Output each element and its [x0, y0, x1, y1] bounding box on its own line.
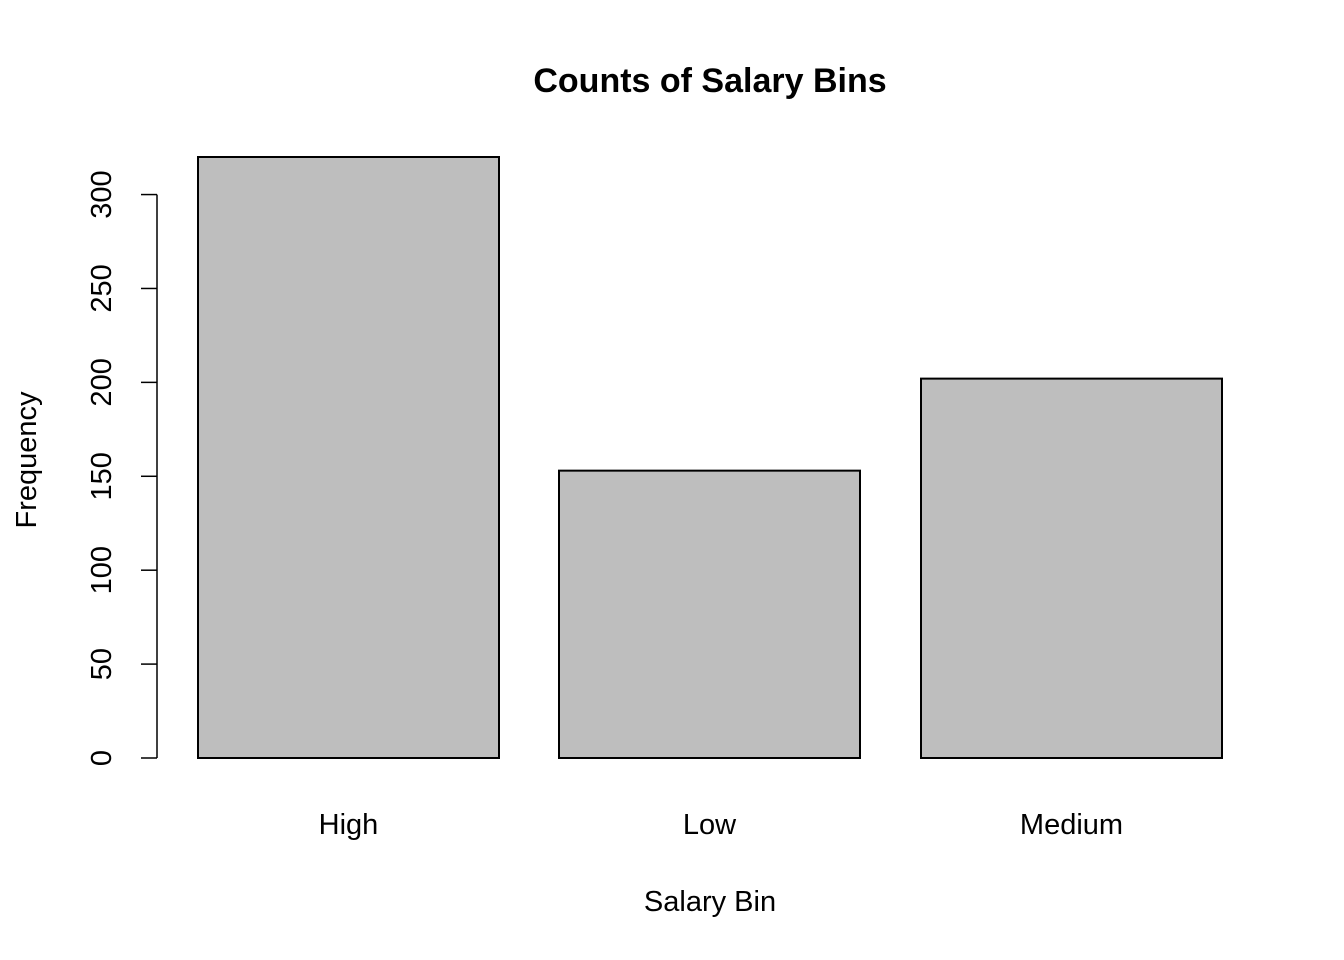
y-tick-label-150: 150 [86, 452, 118, 500]
bar-high [197, 156, 500, 759]
x-tick-label-low: Low [683, 809, 737, 841]
bars-group [197, 156, 1223, 759]
bar-low [558, 469, 861, 759]
y-tick-label-50: 50 [86, 648, 118, 680]
x-axis-tick-labels: High Low Medium [319, 809, 1123, 841]
y-tick-label-0: 0 [86, 750, 118, 766]
bar-medium [920, 377, 1223, 759]
y-tick-label-100: 100 [86, 546, 118, 594]
y-tick-label-300: 300 [86, 170, 118, 218]
y-axis-label: Frequency [11, 391, 43, 529]
x-tick-label-high: High [319, 809, 379, 841]
chart-title: Counts of Salary Bins [533, 62, 886, 100]
x-axis-label: Salary Bin [644, 886, 776, 918]
y-tick-label-250: 250 [86, 264, 118, 312]
x-tick-label-medium: Medium [1020, 809, 1123, 841]
y-axis: 0 50 100 150 200 250 300 [86, 170, 158, 766]
y-tick-label-200: 200 [86, 358, 118, 406]
